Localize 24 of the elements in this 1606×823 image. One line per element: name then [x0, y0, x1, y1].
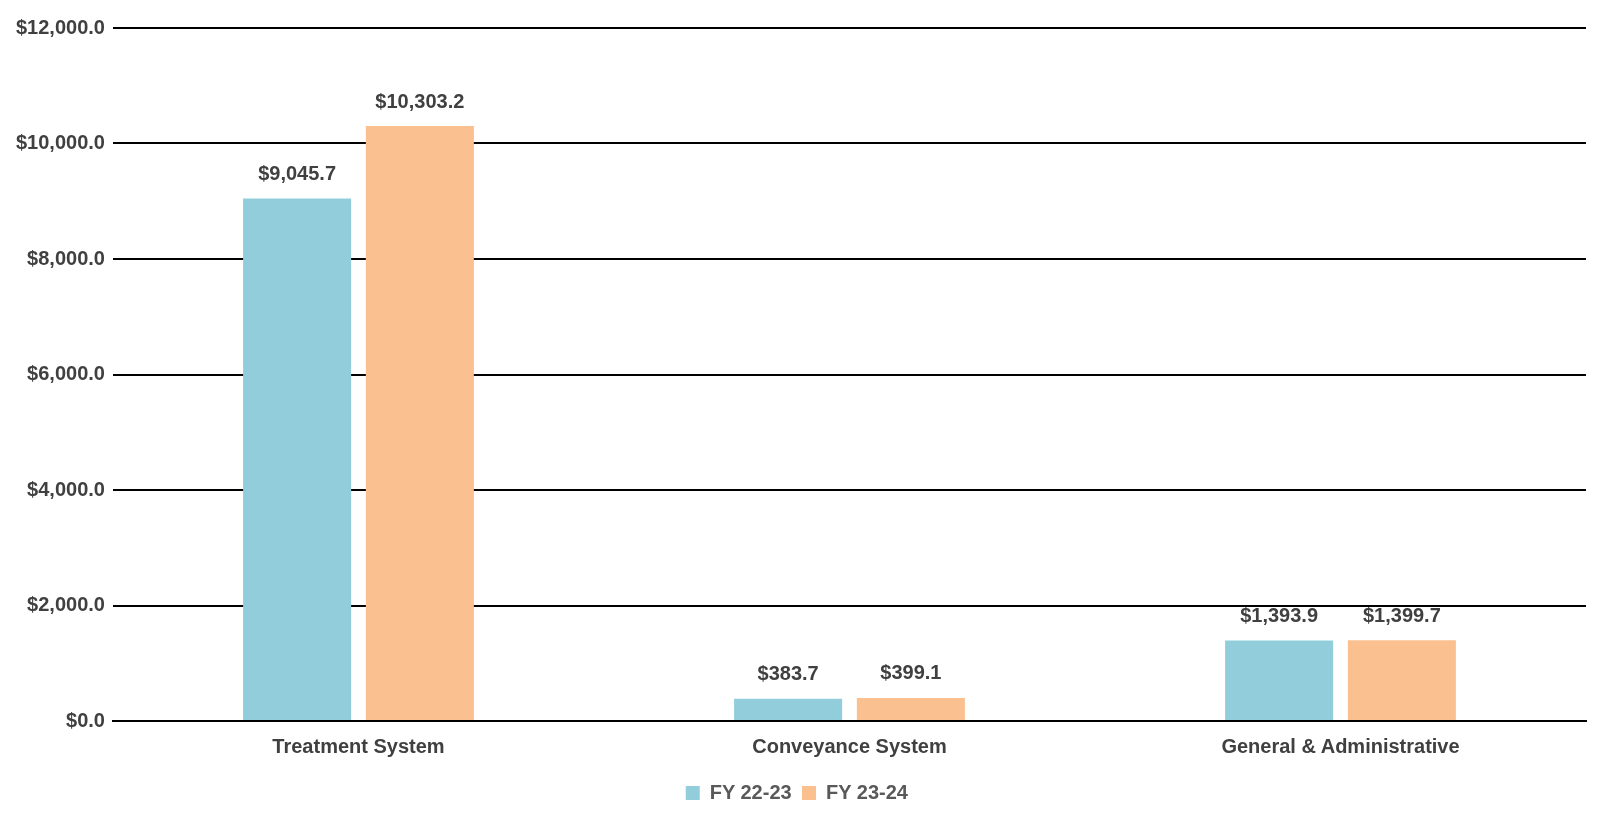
data-label: $1,399.7 [1362, 603, 1441, 626]
x-tick-label: General & Administrative [1221, 734, 1460, 757]
y-tick-label: $2,000.0 [27, 593, 105, 616]
y-tick-label: $0.0 [66, 708, 105, 731]
bar [1225, 640, 1334, 720]
x-tick-label: Conveyance System [752, 734, 947, 757]
bar [734, 698, 843, 720]
bar [856, 697, 965, 720]
y-tick-label: $8,000.0 [27, 246, 105, 269]
y-tick-label: $4,000.0 [27, 477, 105, 500]
data-label: $10,303.2 [375, 89, 465, 112]
y-tick-label: $6,000.0 [27, 362, 105, 385]
bar [1347, 640, 1456, 720]
legend-label: FY 23-24 [826, 780, 909, 803]
data-label: $1,393.9 [1240, 604, 1319, 627]
y-tick-label: $12,000.0 [15, 15, 105, 38]
data-label: $399.1 [880, 661, 942, 684]
data-label: $9,045.7 [258, 162, 337, 185]
legend-label: FY 22-23 [709, 780, 792, 803]
data-label: $383.7 [757, 662, 819, 685]
bar [243, 198, 352, 720]
y-tick-label: $10,000.0 [15, 131, 105, 154]
x-tick-label: Treatment System [272, 734, 445, 757]
bar [365, 125, 474, 720]
